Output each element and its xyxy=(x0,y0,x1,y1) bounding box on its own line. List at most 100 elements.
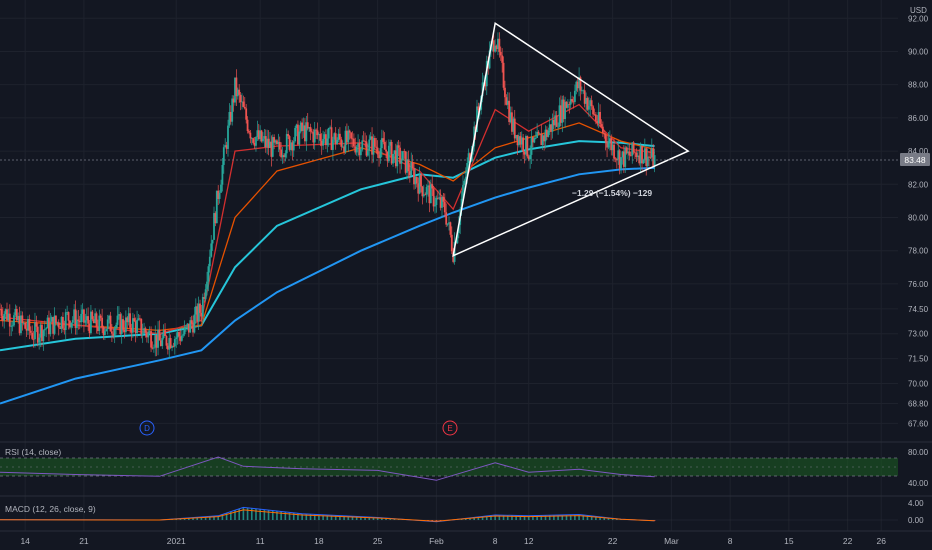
candle-up[interactable] xyxy=(262,138,264,142)
candle-up[interactable] xyxy=(255,137,257,146)
candle-up[interactable] xyxy=(148,331,151,333)
candle-up[interactable] xyxy=(585,97,587,104)
candle-up[interactable] xyxy=(357,143,359,147)
triangle-pattern[interactable] xyxy=(452,21,690,257)
candle-up[interactable] xyxy=(201,297,204,317)
candle-up[interactable] xyxy=(347,130,350,143)
candle-up[interactable] xyxy=(46,317,49,329)
candle-up[interactable] xyxy=(147,332,150,338)
candle-down[interactable] xyxy=(625,147,628,154)
candle-up[interactable] xyxy=(117,314,120,316)
candle-down[interactable] xyxy=(390,141,393,164)
candle-up[interactable] xyxy=(558,105,561,127)
candle-up[interactable] xyxy=(366,150,369,156)
candle-down[interactable] xyxy=(610,138,613,151)
candle-up[interactable] xyxy=(410,162,413,176)
candle-down[interactable] xyxy=(629,155,632,157)
candle-up[interactable] xyxy=(204,289,207,299)
candle-down[interactable] xyxy=(403,151,406,153)
candle-up[interactable] xyxy=(298,131,301,145)
candle-down[interactable] xyxy=(172,346,175,347)
candle-up[interactable] xyxy=(281,155,284,158)
candle-down[interactable] xyxy=(428,185,431,204)
candle-down[interactable] xyxy=(498,38,501,52)
candle-down[interactable] xyxy=(102,327,105,335)
candle-up[interactable] xyxy=(650,148,653,158)
candle-down[interactable] xyxy=(432,188,435,207)
candle-up[interactable] xyxy=(222,147,225,165)
candle-down[interactable] xyxy=(190,320,193,324)
candle-down[interactable] xyxy=(436,197,439,199)
candle-up[interactable] xyxy=(327,128,330,139)
candle-down[interactable] xyxy=(24,322,27,329)
candle-up[interactable] xyxy=(221,164,224,185)
candle-up[interactable] xyxy=(27,319,29,331)
candle-down[interactable] xyxy=(158,329,161,341)
candle-up[interactable] xyxy=(518,136,520,146)
candle-down[interactable] xyxy=(59,327,62,330)
candle-down[interactable] xyxy=(297,124,299,145)
candle-up[interactable] xyxy=(64,312,67,330)
candle-up[interactable] xyxy=(368,139,371,151)
candle-down[interactable] xyxy=(365,141,368,156)
candle-down[interactable] xyxy=(203,297,206,299)
candle-down[interactable] xyxy=(477,106,480,111)
candle-up[interactable] xyxy=(136,319,138,334)
candle-up[interactable] xyxy=(43,329,46,331)
candle-down[interactable] xyxy=(443,201,446,213)
candle-down[interactable] xyxy=(532,136,534,143)
candle-down[interactable] xyxy=(576,81,579,89)
time-axis[interactable]: 14 21 2021 11 18 25 Feb 8 12 22 Mar 8 15 22 26 xyxy=(20,536,886,546)
candle-up[interactable] xyxy=(541,135,544,146)
candle-up[interactable] xyxy=(494,45,497,52)
candle-up[interactable] xyxy=(285,134,288,154)
candle-down[interactable] xyxy=(652,148,655,167)
candle-down[interactable] xyxy=(28,319,31,331)
candle-up[interactable] xyxy=(193,314,196,333)
candle-up[interactable] xyxy=(56,322,59,324)
candle-down[interactable] xyxy=(604,133,607,142)
candle-up[interactable] xyxy=(429,184,432,204)
candle-down[interactable] xyxy=(273,137,276,143)
candle-up[interactable] xyxy=(263,136,266,139)
candle-down[interactable] xyxy=(364,140,366,142)
candle-down[interactable] xyxy=(600,124,603,127)
candle-down[interactable] xyxy=(74,309,77,329)
candle-up[interactable] xyxy=(207,266,210,282)
candle-down[interactable] xyxy=(291,142,294,151)
candle-up[interactable] xyxy=(218,192,221,199)
candle-up[interactable] xyxy=(624,147,627,167)
candle-up[interactable] xyxy=(194,306,197,315)
candle-down[interactable] xyxy=(593,114,596,116)
candle-down[interactable] xyxy=(352,138,355,147)
candle-down[interactable] xyxy=(632,142,635,153)
candle-up[interactable] xyxy=(11,325,14,327)
candle-down[interactable] xyxy=(415,176,418,184)
candle-up[interactable] xyxy=(42,330,45,342)
candle-up[interactable] xyxy=(636,155,639,158)
candle-up[interactable] xyxy=(73,309,76,320)
candle-up[interactable] xyxy=(435,197,438,206)
candle-up[interactable] xyxy=(406,159,408,173)
candle-down[interactable] xyxy=(138,318,141,320)
candle-down[interactable] xyxy=(232,98,235,103)
candle-up[interactable] xyxy=(515,135,518,139)
candle-up[interactable] xyxy=(551,119,554,132)
candle-down[interactable] xyxy=(217,190,220,199)
candle-down[interactable] xyxy=(63,328,66,330)
candle-down[interactable] xyxy=(144,328,147,333)
candle-down[interactable] xyxy=(287,134,290,137)
candle-up[interactable] xyxy=(460,198,463,209)
candle-down[interactable] xyxy=(246,119,249,132)
candle-up[interactable] xyxy=(185,326,187,328)
candle-up[interactable] xyxy=(620,157,622,169)
candle-down[interactable] xyxy=(123,329,126,333)
candle-down[interactable] xyxy=(242,101,245,107)
candle-down[interactable] xyxy=(35,322,38,327)
candle-up[interactable] xyxy=(589,100,592,106)
candle-down[interactable] xyxy=(165,335,168,346)
candle-down[interactable] xyxy=(6,309,8,321)
candle-up[interactable] xyxy=(292,141,295,151)
candle-up[interactable] xyxy=(137,318,140,320)
candle-down[interactable] xyxy=(67,312,70,321)
